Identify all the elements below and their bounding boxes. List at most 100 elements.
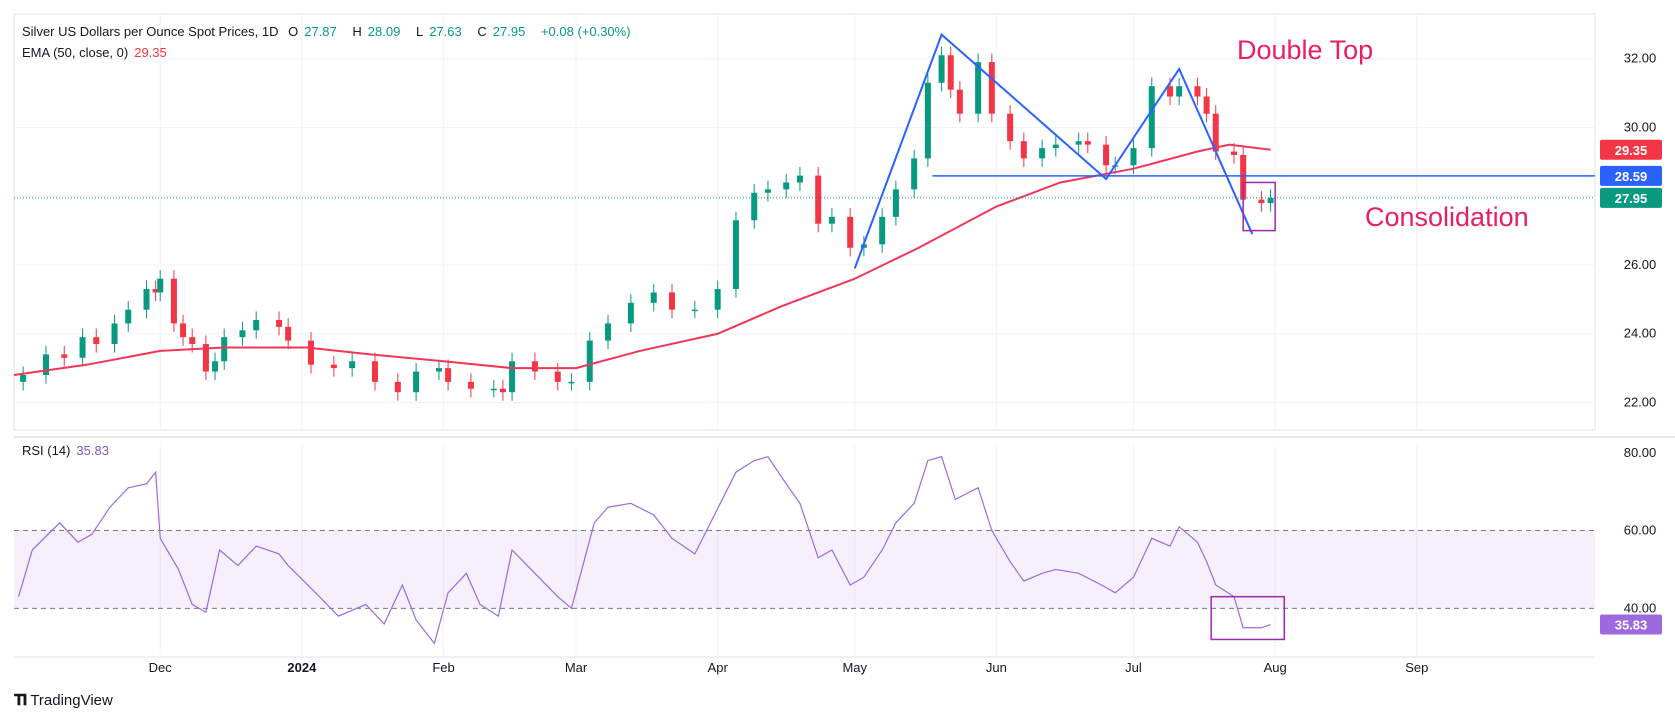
neckline-price-tag-text: 28.59 <box>1615 169 1648 184</box>
candle-body <box>1075 141 1082 145</box>
candle-body <box>221 337 228 362</box>
tradingview-logo-icon: 𝐓𝐈 <box>14 692 27 709</box>
candle-body <box>189 337 196 345</box>
candle <box>1176 77 1183 106</box>
candle-body <box>975 62 982 114</box>
candle <box>988 53 995 123</box>
candle <box>221 328 228 370</box>
ema-line <box>13 143 1271 376</box>
candle-body <box>61 354 68 358</box>
candle <box>152 280 159 302</box>
candle-body <box>499 388 506 393</box>
candle <box>349 352 356 377</box>
candle <box>467 373 474 398</box>
candle-body <box>1176 86 1183 97</box>
candle-body <box>988 62 995 114</box>
candle-body <box>796 175 803 183</box>
candle <box>956 81 963 123</box>
candle <box>796 166 803 192</box>
candle <box>1103 136 1110 174</box>
candle-body <box>924 82 931 159</box>
candle <box>1258 191 1265 212</box>
rsi-tick-label: 40.00 <box>1624 600 1657 615</box>
candle-body <box>879 216 886 245</box>
candle-body <box>732 220 739 290</box>
x-tick-label: Feb <box>432 660 454 675</box>
candle <box>239 321 246 346</box>
candle-body <box>1194 86 1201 97</box>
neckline-price-tag-bg <box>1600 165 1662 186</box>
candle-body <box>170 278 177 324</box>
candle-body <box>1084 141 1091 145</box>
close-label: C <box>477 24 487 39</box>
candle-body <box>650 292 657 303</box>
candle-body <box>1148 86 1155 149</box>
x-tick-label: Dec <box>149 660 173 675</box>
candle-body <box>956 89 963 114</box>
candle-body <box>1231 151 1238 155</box>
high-label: H <box>352 24 362 39</box>
candle-body <box>1007 113 1014 142</box>
ema-legend: EMA (50, close, 0) 29.35 <box>22 45 173 60</box>
price-tick-label: 24.00 <box>1624 326 1657 341</box>
candle-body <box>938 55 945 83</box>
candle-body <box>157 278 164 293</box>
rsi-box <box>1210 595 1286 641</box>
symbol-title: Silver US Dollars per Ounce Spot Prices,… <box>22 24 279 39</box>
candle <box>911 149 918 198</box>
candle-body <box>445 368 452 382</box>
candle <box>627 294 634 333</box>
candle-body <box>751 192 758 221</box>
candle-body <box>668 292 675 310</box>
candle <box>1203 87 1210 123</box>
candle <box>79 328 86 367</box>
high-value: 28.09 <box>367 24 401 39</box>
price-pane: Double Top Consolidation <box>13 32 1595 401</box>
candle <box>435 359 442 381</box>
candle-body <box>1267 197 1274 204</box>
candle-body <box>413 371 420 393</box>
candle <box>445 359 452 391</box>
candle-body <box>330 364 337 369</box>
candle-body <box>1130 148 1137 166</box>
x-tick-label: Sep <box>1405 660 1428 675</box>
candle <box>170 270 177 333</box>
candle <box>180 314 187 346</box>
candle-body <box>605 323 612 341</box>
candle <box>924 74 931 167</box>
candle <box>879 208 886 253</box>
rsi-label: RSI (14) <box>22 443 71 458</box>
candle <box>330 356 337 377</box>
candle <box>892 180 899 226</box>
candle <box>143 280 150 319</box>
change-value: +0.08 (+0.30%) <box>540 24 631 39</box>
candle <box>394 373 401 401</box>
candle <box>276 311 283 336</box>
ema-label: EMA (50, close, 0) <box>22 45 129 60</box>
candle <box>714 280 721 319</box>
x-tick-label: Jun <box>986 660 1007 675</box>
candle-body <box>111 323 118 345</box>
tradingview-logo[interactable]: 𝐓𝐈 TradingView <box>14 692 113 709</box>
candle-body <box>1039 148 1046 159</box>
candle-body <box>586 340 593 382</box>
candle-body <box>1212 113 1219 152</box>
candle-body <box>394 381 401 393</box>
candle-body <box>42 354 49 375</box>
candle <box>308 332 315 374</box>
candle <box>1039 139 1046 167</box>
close-value: 27.95 <box>492 24 526 39</box>
candle-body <box>691 309 698 312</box>
last-price-tag: 27.95 <box>1600 187 1662 208</box>
candle-body <box>308 340 315 365</box>
candle <box>1194 77 1201 106</box>
x-tick-label: Apr <box>708 660 729 675</box>
price-pane-border <box>13 13 1596 431</box>
consolidation-annotation: Consolidation <box>1365 202 1529 232</box>
candle <box>157 270 164 302</box>
candle <box>783 173 790 198</box>
rsi-value: 35.83 <box>76 443 109 458</box>
candle <box>413 362 420 401</box>
candle-body <box>531 361 538 372</box>
candle-body <box>1020 141 1027 159</box>
